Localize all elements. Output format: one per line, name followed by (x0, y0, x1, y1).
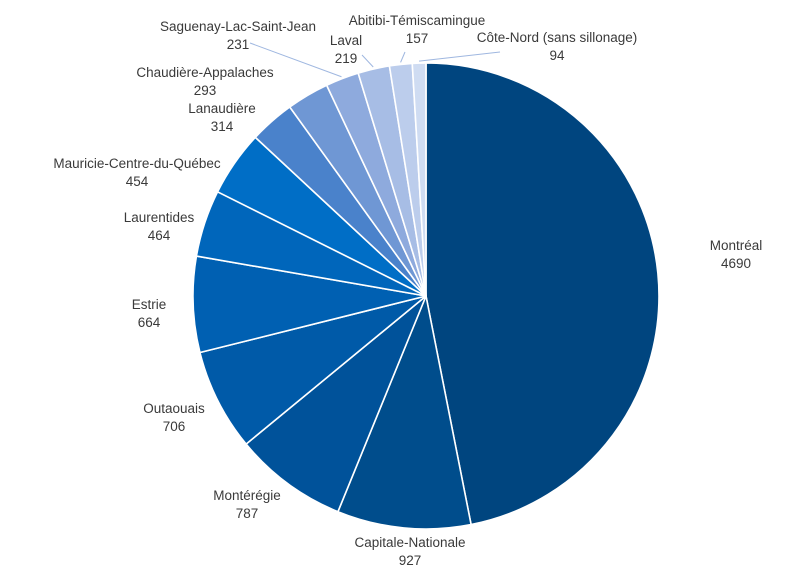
leader-line-laval (361, 54, 374, 68)
data-label-saguenay-lac-saint-jean: Saguenay-Lac-Saint-Jean 231 (160, 19, 316, 52)
slice-value: 157 (406, 31, 429, 46)
data-label-outaouais: Outaouais 706 (143, 401, 205, 434)
data-label-monteregie: Montérégie 787 (213, 488, 281, 521)
leader-line-abitibi-temiscamingue (400, 51, 406, 63)
data-label-laurentides: Laurentides 464 (124, 210, 195, 243)
slice-name: Abitibi-Témiscamingue (349, 13, 486, 28)
slice-value: 293 (194, 83, 217, 98)
slice-name: Laval (330, 33, 362, 48)
pie-slice-outaouais (199, 295, 427, 445)
data-label-lanaudiere: Lanaudière 314 (188, 101, 256, 134)
data-label-mauricie-centre-du-quebec: Mauricie-Centre-du-Québec 454 (53, 156, 221, 189)
slice-value: 787 (236, 506, 259, 521)
slice-name: Montréal (710, 238, 763, 253)
slice-value: 464 (148, 228, 171, 243)
slice-value: 706 (163, 419, 186, 434)
slice-value: 664 (138, 315, 161, 330)
slice-name: Capitale-Nationale (354, 535, 465, 550)
slice-name: Côte-Nord (sans sillonage) (477, 30, 638, 45)
slice-value: 314 (211, 119, 234, 134)
slice-name: Montérégie (213, 488, 281, 503)
data-label-capitale-nationale: Capitale-Nationale 927 (354, 535, 465, 568)
data-label-estrie: Estrie 664 (132, 297, 167, 330)
slice-name: Chaudière-Appalaches (136, 65, 274, 80)
pie-slice-monteregie (245, 295, 427, 513)
labels-group: Montréal 4690 Capitale-Nationale 927 Montéré… (53, 13, 762, 568)
slices-group (192, 62, 660, 530)
slice-name: Mauricie-Centre-du-Québec (53, 156, 221, 171)
data-label-cote-nord-sans-sillonage: Côte-Nord (sans sillonage) 94 (477, 30, 638, 63)
leader-line-saguenay-lac-saint-jean (249, 42, 342, 78)
leader-line-cote-nord-sans-sillonage (419, 51, 501, 62)
data-label-laval: Laval 219 (330, 33, 362, 66)
slice-value: 94 (549, 48, 565, 63)
slice-name: Outaouais (143, 401, 205, 416)
data-label-chaudiere-appalaches: Chaudière-Appalaches 293 (136, 65, 274, 98)
slice-value: 219 (335, 51, 358, 66)
slice-name: Lanaudière (188, 101, 256, 116)
data-label-montreal: Montréal 4690 (710, 238, 763, 271)
slice-value: 4690 (721, 256, 751, 271)
slice-name: Estrie (132, 297, 167, 312)
slice-value: 927 (399, 553, 422, 568)
leader-lines-group (249, 42, 501, 78)
pie-slice-cote-nord-sans-sillonage (411, 62, 427, 297)
slice-name: Laurentides (124, 210, 195, 225)
pie-slice-capitale-nationale (337, 295, 472, 530)
data-label-abitibi-temiscamingue: Abitibi-Témiscamingue 157 (349, 13, 486, 46)
pie-slice-montreal (425, 62, 660, 526)
slice-name: Saguenay-Lac-Saint-Jean (160, 19, 316, 34)
slice-value: 454 (126, 174, 149, 189)
slice-value: 231 (227, 37, 250, 52)
